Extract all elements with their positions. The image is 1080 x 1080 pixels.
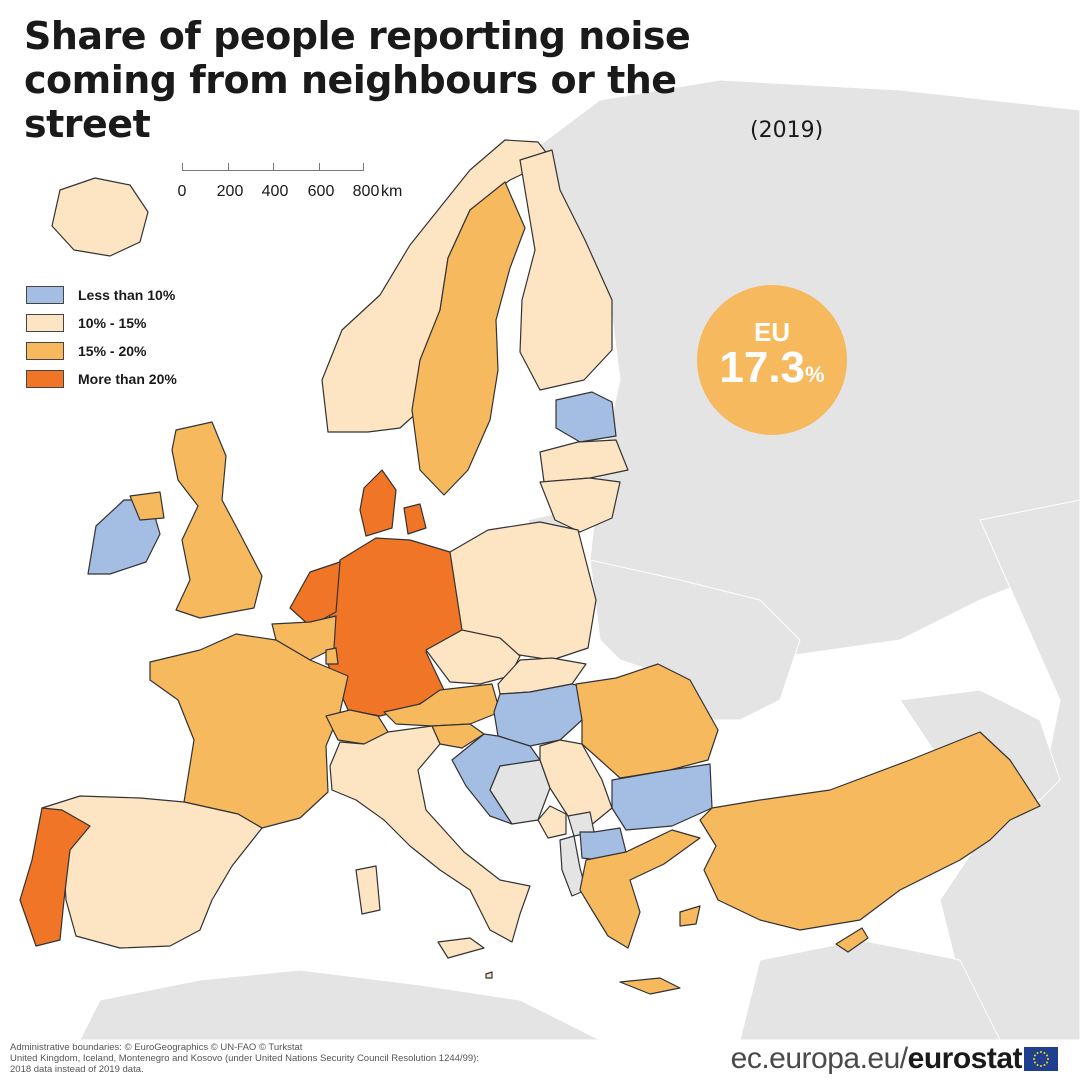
country-spain [41, 795, 263, 949]
legend-item-15-20: 15% - 20% [26, 341, 177, 361]
scale-tick-200: 200 [216, 183, 244, 200]
country-romania [575, 663, 719, 779]
europe-map [19, 79, 1080, 1040]
country-greece [579, 829, 701, 995]
country-sweden [411, 181, 526, 496]
flag-star [1033, 1058, 1035, 1060]
footer-note-boundaries: Administrative boundaries: © EuroGeograp… [10, 1042, 303, 1053]
legend: Less than 10% 10% - 15% 15% - 20% More t… [26, 285, 177, 397]
flag-star [1040, 1051, 1042, 1053]
country-turkey [699, 731, 1041, 931]
scale-tick-400: 400 [261, 183, 289, 200]
land-north-africa [79, 969, 601, 1040]
country-lithuania [539, 477, 621, 533]
flag-star [1043, 1064, 1046, 1067]
flag-star [1047, 1058, 1049, 1060]
country-luxembourg [325, 647, 339, 665]
legend-item-10-15: 10% - 15% [26, 313, 177, 333]
scale-bar-line [182, 163, 364, 171]
country-estonia [555, 391, 617, 443]
country-bulgaria [611, 763, 713, 831]
map-title: Share of people reporting noise coming f… [24, 14, 823, 153]
flag-star [1033, 1054, 1036, 1057]
legend-swatch [26, 370, 64, 388]
legend-swatch [26, 286, 64, 304]
scale-unit: km [381, 183, 403, 200]
flag-star [1043, 1051, 1046, 1054]
country-united-kingdom [129, 421, 263, 619]
footer-note-exceptions: United Kingdom, Iceland, Montenegro and … [10, 1053, 479, 1064]
eu-average-label: EU [753, 317, 791, 347]
legend-item-more-than-20: More than 20% [26, 369, 177, 389]
flag-star [1046, 1061, 1049, 1064]
scale-tick-600: 600 [307, 183, 335, 200]
footer-notes: Administrative boundaries: © EuroGeograp… [10, 1042, 479, 1075]
flag-star [1036, 1051, 1039, 1054]
scale-bar: 0 200 400 600 800 km [178, 163, 402, 203]
brand-name: eurostat [907, 1042, 1023, 1075]
legend-item-less-than-10: Less than 10% [26, 285, 177, 305]
eu-average-unit: % [805, 362, 825, 387]
brand-url-prefix: ec.europa.eu/ [730, 1042, 908, 1075]
scale-tick-800: 800 [352, 183, 380, 200]
flag-star [1036, 1064, 1039, 1067]
legend-swatch [26, 342, 64, 360]
eu-flag-icon [1024, 1047, 1058, 1071]
country-italy [329, 725, 531, 959]
legend-swatch [26, 314, 64, 332]
legend-label: 10% - 15% [78, 315, 147, 331]
eu-average-number: 17.3 [719, 343, 806, 392]
country-montenegro [537, 805, 567, 839]
legend-label: More than 20% [78, 371, 177, 387]
land-ukraine-belarus [589, 559, 801, 721]
footer-note-data-year: 2018 data instead of 2019 data. [10, 1064, 144, 1075]
country-france [149, 633, 349, 829]
flag-star [1040, 1065, 1042, 1067]
eurostat-brand: ec.europa.eu/eurostat [730, 1042, 1023, 1076]
title-year: (2019) [750, 118, 824, 143]
country-cyprus [835, 927, 869, 953]
eu-average-value: 17.3% [697, 343, 847, 393]
footer: Administrative boundaries: © EuroGeograp… [0, 1040, 1080, 1080]
scale-tick-0: 0 [177, 183, 187, 200]
eu-average-bubble: EU 17.3% [697, 285, 847, 435]
legend-label: 15% - 20% [78, 343, 147, 359]
title-main: Share of people reporting noise coming f… [24, 14, 691, 146]
flag-star [1033, 1061, 1036, 1064]
legend-label: Less than 10% [78, 287, 176, 303]
flag-star [1046, 1054, 1049, 1057]
country-iceland [51, 177, 149, 257]
country-malta [485, 971, 493, 979]
country-portugal [19, 807, 91, 947]
country-denmark [359, 469, 427, 537]
country-serbia [539, 739, 613, 827]
country-finland [519, 149, 613, 391]
